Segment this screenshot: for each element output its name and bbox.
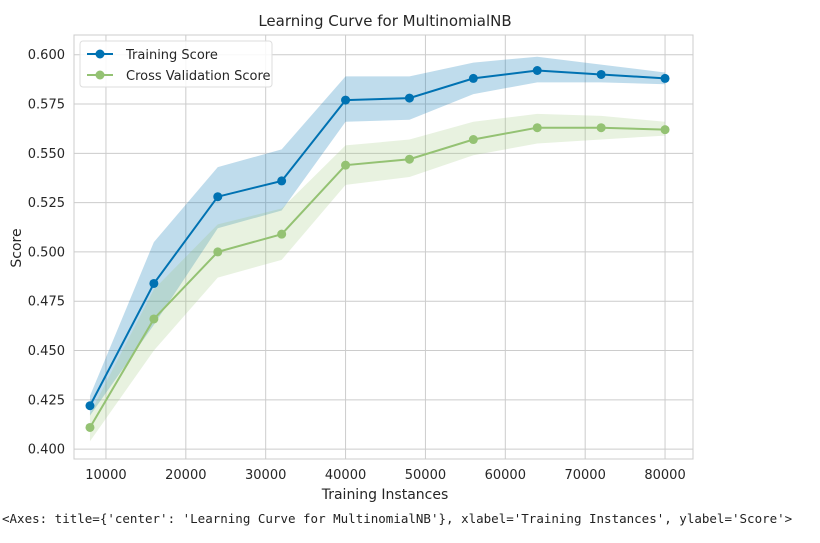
legend-training-marker xyxy=(95,49,105,59)
x-axis-title: Training Instances xyxy=(321,487,449,503)
legend: Training Score Cross Validation Score xyxy=(79,40,273,88)
cv-score-line xyxy=(89,126,666,428)
y-tick-label: 0.500 xyxy=(28,245,65,260)
training-score-line xyxy=(89,69,666,407)
x-tick-label: 50000 xyxy=(405,468,446,483)
y-axis-ticks: 0.400 0.425 0.450 0.475 0.500 0.525 0.550 0.575… xyxy=(28,48,65,457)
cv-score-point xyxy=(660,125,670,135)
y-tick-label: 0.400 xyxy=(28,443,65,458)
score-lines xyxy=(89,69,666,428)
cv-score-band xyxy=(89,113,666,442)
chart-title: Learning Curve for MultinomialNB xyxy=(258,12,511,30)
cv-score-point xyxy=(468,135,478,145)
cv-score-point xyxy=(341,160,351,170)
cv-score-point xyxy=(532,123,542,133)
training-score-point xyxy=(149,278,159,288)
training-score-point xyxy=(404,93,414,103)
cv-score-point xyxy=(213,247,223,257)
x-axis-ticks: 10000 20000 30000 40000 50000 60000 70000 80000 xyxy=(85,468,685,483)
cv-score-point xyxy=(596,123,606,133)
y-tick-label: 0.600 xyxy=(28,48,65,63)
axes-repr-output: <Axes: title={'center': 'Learning Curve … xyxy=(2,511,793,526)
legend-training-label: Training Score xyxy=(125,48,218,63)
legend-cv-marker xyxy=(95,70,105,80)
training-score-point xyxy=(341,95,351,105)
legend-box xyxy=(79,40,273,88)
training-score-point xyxy=(660,73,670,83)
x-tick-label: 70000 xyxy=(564,468,605,483)
x-tick-label: 40000 xyxy=(325,468,366,483)
training-score-point xyxy=(596,69,606,79)
cv-score-point xyxy=(404,154,414,164)
training-score-point xyxy=(213,192,223,202)
cv-score-point xyxy=(149,314,159,324)
x-tick-label: 60000 xyxy=(485,468,526,483)
plot-area xyxy=(73,34,694,460)
training-score-point xyxy=(277,176,287,186)
y-tick-label: 0.475 xyxy=(28,295,65,310)
training-score-point xyxy=(85,401,95,411)
y-tick-label: 0.550 xyxy=(28,147,65,162)
legend-cv-label: Cross Validation Score xyxy=(126,69,271,84)
y-tick-label: 0.450 xyxy=(28,344,65,359)
cv-score-point xyxy=(85,422,95,432)
training-score-band xyxy=(89,56,666,416)
y-tick-label: 0.575 xyxy=(28,98,65,113)
score-markers xyxy=(85,65,670,432)
x-tick-label: 20000 xyxy=(165,468,206,483)
training-score-point xyxy=(468,73,478,83)
x-tick-label: 80000 xyxy=(644,468,685,483)
training-score-point xyxy=(532,65,542,75)
score-bands xyxy=(89,56,666,442)
x-tick-label: 10000 xyxy=(85,468,126,483)
x-tick-label: 30000 xyxy=(245,468,286,483)
cv-score-point xyxy=(277,229,287,239)
y-axis-title: Score xyxy=(9,228,25,267)
learning-curve-chart: 10000 20000 30000 40000 50000 60000 70000 80000… xyxy=(9,12,694,503)
y-tick-label: 0.525 xyxy=(28,196,65,211)
y-tick-label: 0.425 xyxy=(28,393,65,408)
